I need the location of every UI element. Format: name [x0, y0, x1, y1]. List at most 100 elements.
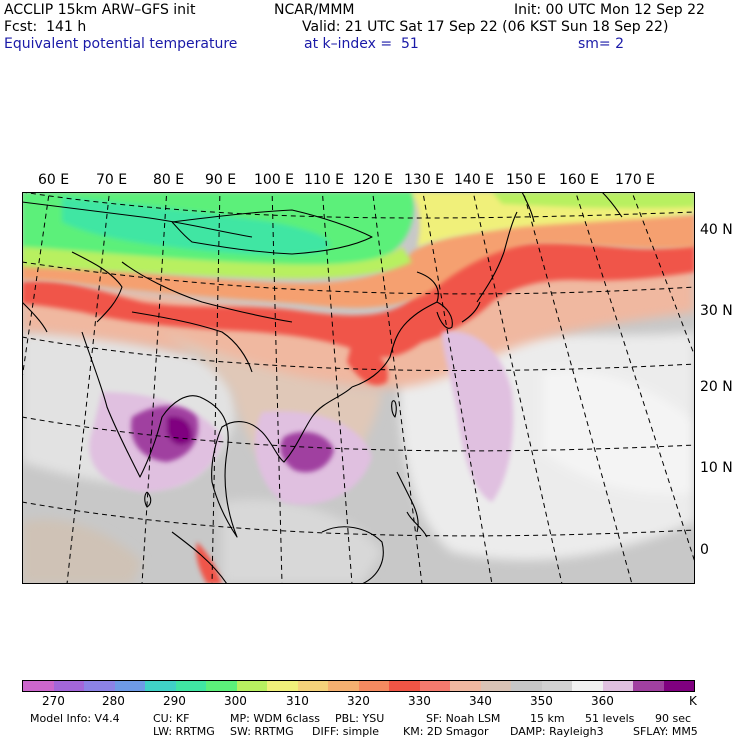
- smoothing-label: sm= 2: [578, 36, 625, 52]
- level-label: at k–index = 51: [304, 36, 419, 52]
- coastline-philippines: [396, 471, 428, 538]
- field-tan-south: [22, 519, 142, 584]
- colorbar-tick: 340: [469, 694, 492, 708]
- lon-label: 70 E: [96, 172, 128, 188]
- field-yellow-band: [22, 247, 412, 279]
- graticule-lon-90: [211, 192, 221, 584]
- lon-label: 160 E: [559, 172, 600, 188]
- coastline-sumatra: [171, 531, 228, 584]
- graticule-lat-30: [22, 261, 695, 295]
- border-china-west: [121, 261, 293, 323]
- coastline-arabia: [22, 301, 48, 333]
- colorbar-swatch: [53, 681, 84, 691]
- coastline-borneo: [321, 526, 384, 584]
- lon-label: 90 E: [205, 172, 237, 188]
- colorbar-tick: 350: [530, 694, 553, 708]
- graticule-lon-110: [321, 192, 353, 584]
- colorbar: [22, 680, 695, 692]
- model-title: ACCLIP 15km ARW–GFS init: [4, 2, 196, 18]
- colorbar-swatch: [84, 681, 115, 691]
- field-purple-scs: [280, 431, 334, 473]
- footer-lw: LW: RRTMG: [153, 725, 215, 738]
- init-time: Init: 00 UTC Mon 12 Sep 22: [514, 2, 705, 18]
- graticule-lon-130: [422, 192, 493, 584]
- colorbar-swatch: [663, 681, 694, 691]
- colorbar-swatch: [297, 681, 328, 691]
- lon-label: 80 E: [153, 172, 185, 188]
- field-name: Equivalent potential temperature: [4, 36, 238, 52]
- border-russia: [22, 201, 253, 238]
- colorbar-tick: 330: [408, 694, 431, 708]
- border-himalaya: [131, 311, 253, 373]
- colorbar-unit: K: [689, 694, 697, 708]
- colorbar-swatch: [236, 681, 267, 691]
- footer-levels: 51 levels: [585, 712, 635, 725]
- border-afghan: [71, 251, 123, 323]
- colorbar-swatch: [511, 681, 542, 691]
- coastline-korea: [436, 301, 453, 329]
- footer-pbl: PBL: YSU: [335, 712, 385, 725]
- center-label: NCAR/MMM: [274, 2, 355, 18]
- lon-label: 120 E: [353, 172, 394, 188]
- field-light-south: [222, 499, 382, 584]
- lon-label: 140 E: [454, 172, 495, 188]
- colorbar-swatch: [450, 681, 481, 691]
- colorbar-tick: 310: [286, 694, 309, 708]
- graticule-lon-80: [141, 192, 168, 584]
- map-frame: [22, 192, 695, 584]
- footer-model-info: Model Info: V4.4: [30, 712, 120, 725]
- footer-resolution: 15 km: [530, 712, 565, 725]
- footer-sf: SF: Noah LSM: [426, 712, 501, 725]
- colorbar-tick: 300: [224, 694, 247, 708]
- colorbar-swatch: [206, 681, 237, 691]
- border-mongolia: [171, 209, 373, 255]
- field-yellowgreen-ne: [492, 192, 695, 209]
- coastline-indochina: [199, 386, 353, 538]
- colorbar-tick: 270: [42, 694, 65, 708]
- lat-label: 0: [700, 542, 709, 558]
- colorbar-tick: 290: [163, 694, 186, 708]
- coastline-sakhalin: [521, 192, 535, 223]
- footer-damp: DAMP: Rayleigh3: [510, 725, 604, 738]
- theta-e-map: [22, 192, 695, 584]
- footer-sw: SW: RRTMG: [230, 725, 294, 738]
- colorbar-tick: 360: [591, 694, 614, 708]
- footer-diff: DIFF: simple: [312, 725, 380, 738]
- lon-label: 130 E: [404, 172, 445, 188]
- lon-label: 150 E: [506, 172, 547, 188]
- lat-label: 20 N: [700, 379, 733, 395]
- coastline-china: [351, 271, 439, 388]
- colorbar-swatch: [602, 681, 633, 691]
- graticule-lon-60: [22, 192, 50, 383]
- field-white-pacific-2: [542, 370, 695, 495]
- colorbar-swatch: [23, 681, 54, 691]
- colorbar-swatch: [389, 681, 420, 691]
- graticule-lat-40: [22, 192, 695, 219]
- colorbar-swatch: [419, 681, 450, 691]
- graticule-lon-70: [66, 192, 110, 584]
- footer-cu: CU: KF: [153, 712, 190, 725]
- colorbar-swatch: [175, 681, 206, 691]
- lon-label: 110 E: [304, 172, 345, 188]
- colorbar-tick: 320: [347, 694, 370, 708]
- graticule-lon-160: [575, 192, 695, 564]
- colorbar-tick: 280: [102, 694, 125, 708]
- colorbar-swatch: [267, 681, 298, 691]
- graticule-lon-140: [472, 192, 563, 584]
- colorbar-swatch: [145, 681, 176, 691]
- footer-km: KM: 2D Smagor: [403, 725, 489, 738]
- footer-timestep: 90 sec: [655, 712, 692, 725]
- colorbar-swatch: [358, 681, 389, 691]
- colorbar-swatch: [114, 681, 145, 691]
- lat-label: 40 N: [700, 222, 733, 238]
- colorbar-swatch: [633, 681, 664, 691]
- colorbar-swatch: [572, 681, 603, 691]
- lon-label: 100 E: [254, 172, 295, 188]
- coastline-kamchatka: [601, 192, 623, 218]
- colorbar-swatch: [541, 681, 572, 691]
- colorbar-swatch: [480, 681, 511, 691]
- field-darkpurple-bay: [167, 416, 193, 446]
- graticule-lon-150: [522, 192, 633, 584]
- coastline-india: [81, 331, 201, 478]
- lon-label: 60 E: [38, 172, 70, 188]
